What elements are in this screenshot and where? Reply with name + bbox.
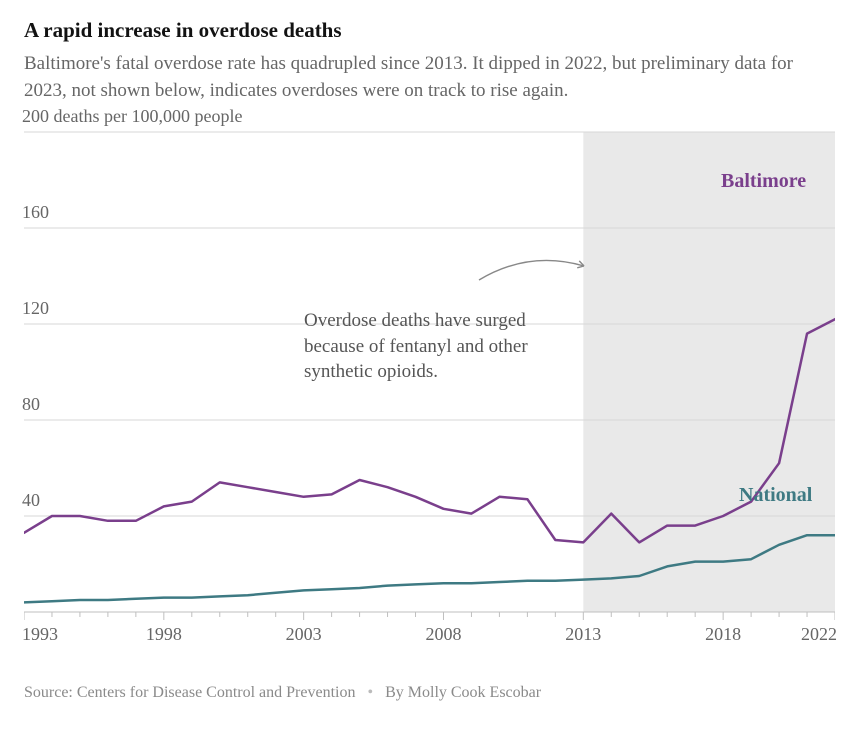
x-tick-label: 1998: [146, 624, 182, 645]
y-tick-label: 120: [22, 298, 49, 319]
chart-svg: [24, 122, 835, 662]
chart-area: 4080120160200 deaths per 100,000 people1…: [24, 122, 835, 662]
x-tick-label: 1993: [22, 624, 58, 645]
y-axis-unit-label: 200 deaths per 100,000 people: [22, 106, 242, 127]
chart-title: A rapid increase in overdose deaths: [24, 18, 835, 43]
chart-footer: Source: Centers for Disease Control and …: [24, 684, 835, 702]
x-tick-label: 2018: [705, 624, 741, 645]
y-tick-label: 160: [22, 202, 49, 223]
arrow-curve: [479, 261, 584, 281]
chart-container: A rapid increase in overdose deaths Balt…: [0, 0, 859, 744]
series-label-baltimore: Baltimore: [721, 170, 806, 193]
shaded-region: [583, 132, 835, 612]
byline-text: By Molly Cook Escobar: [385, 684, 541, 701]
x-tick-label: 2008: [425, 624, 461, 645]
annotation-text: Overdose deaths have surged because of f…: [304, 308, 584, 385]
footer-separator: •: [367, 684, 373, 701]
source-text: Source: Centers for Disease Control and …: [24, 684, 355, 701]
x-tick-label: 2013: [565, 624, 601, 645]
series-label-national: National: [739, 484, 812, 507]
chart-subtitle: Baltimore's fatal overdose rate has quad…: [24, 51, 835, 104]
y-tick-label: 80: [22, 394, 40, 415]
x-tick-label: 2022: [801, 624, 837, 645]
y-tick-label: 40: [22, 490, 40, 511]
annotation-arrow: [479, 261, 584, 281]
x-tick-label: 2003: [286, 624, 322, 645]
